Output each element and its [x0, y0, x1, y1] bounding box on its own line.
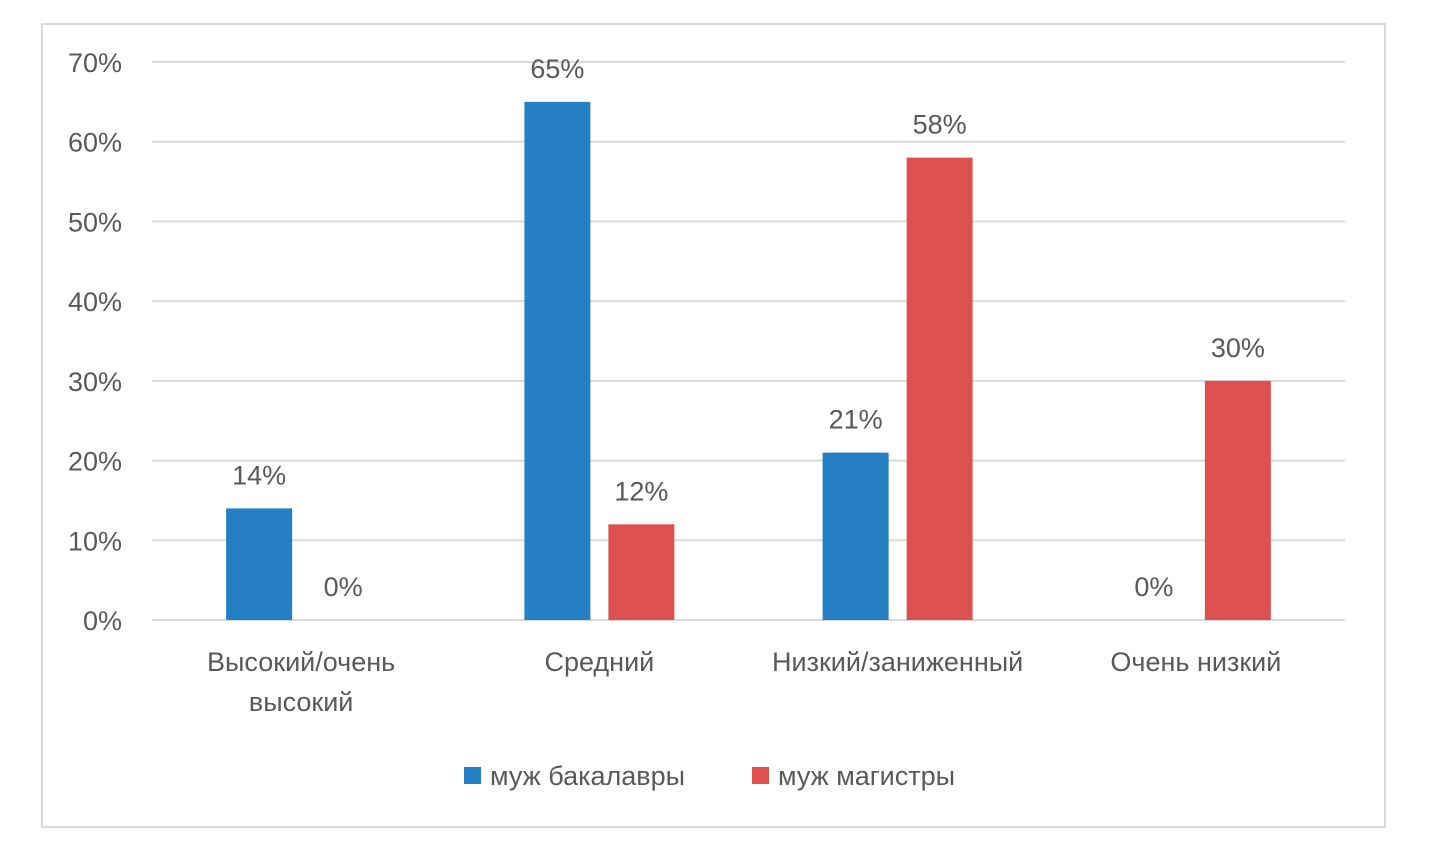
data-label: 58% — [913, 110, 967, 140]
x-category-label: Низкий/заниженный — [772, 647, 1023, 677]
data-label: 21% — [829, 405, 883, 435]
data-label: 14% — [232, 460, 286, 490]
bar-series-1-cat-2 — [906, 157, 973, 620]
bar-series-1-cat-1 — [608, 524, 675, 620]
y-tick-label: 50% — [68, 207, 122, 237]
legend: муж бакалавры муж магистры — [464, 761, 955, 791]
y-tick-label: 40% — [68, 287, 122, 317]
y-tick-label: 0% — [83, 606, 122, 636]
x-category-label: Очень низкий — [1110, 647, 1281, 677]
y-tick-label: 70% — [68, 48, 122, 78]
data-label: 65% — [530, 54, 584, 84]
bar-series-0-cat-1 — [524, 101, 591, 621]
legend-swatch — [752, 767, 769, 784]
x-category-label: Средний — [544, 647, 654, 677]
data-label: 0% — [324, 572, 363, 602]
gridlines — [152, 61, 1345, 621]
bar-series-0-cat-0 — [226, 508, 293, 620]
x-axis-category-labels: Высокий/очень высокий Средний Низкий/заниже… — [207, 647, 1281, 717]
data-label: 0% — [1134, 572, 1173, 602]
data-label: 12% — [614, 476, 668, 506]
y-tick-label: 20% — [68, 447, 122, 477]
y-tick-label: 60% — [68, 128, 122, 158]
bar-series-1-cat-3 — [1204, 380, 1271, 620]
legend-label: муж магистры — [778, 761, 955, 791]
y-tick-label: 10% — [68, 526, 122, 556]
bar-series-0-cat-2 — [822, 452, 889, 620]
data-labels: 14% 0% 65% 12% 21% 58% 0% 30% — [232, 54, 1265, 602]
bars — [226, 101, 1271, 621]
y-tick-label: 30% — [68, 367, 122, 397]
legend-swatch — [464, 767, 481, 784]
legend-label: муж бакалавры — [490, 761, 685, 791]
x-category-label: высокий — [249, 687, 354, 717]
data-label: 30% — [1211, 333, 1265, 363]
x-category-label: Высокий/очень — [207, 647, 395, 677]
chart-area — [41, 23, 1386, 828]
y-axis-tick-labels: 0% 10% 20% 30% 40% 50% 60% 70% — [68, 48, 122, 636]
